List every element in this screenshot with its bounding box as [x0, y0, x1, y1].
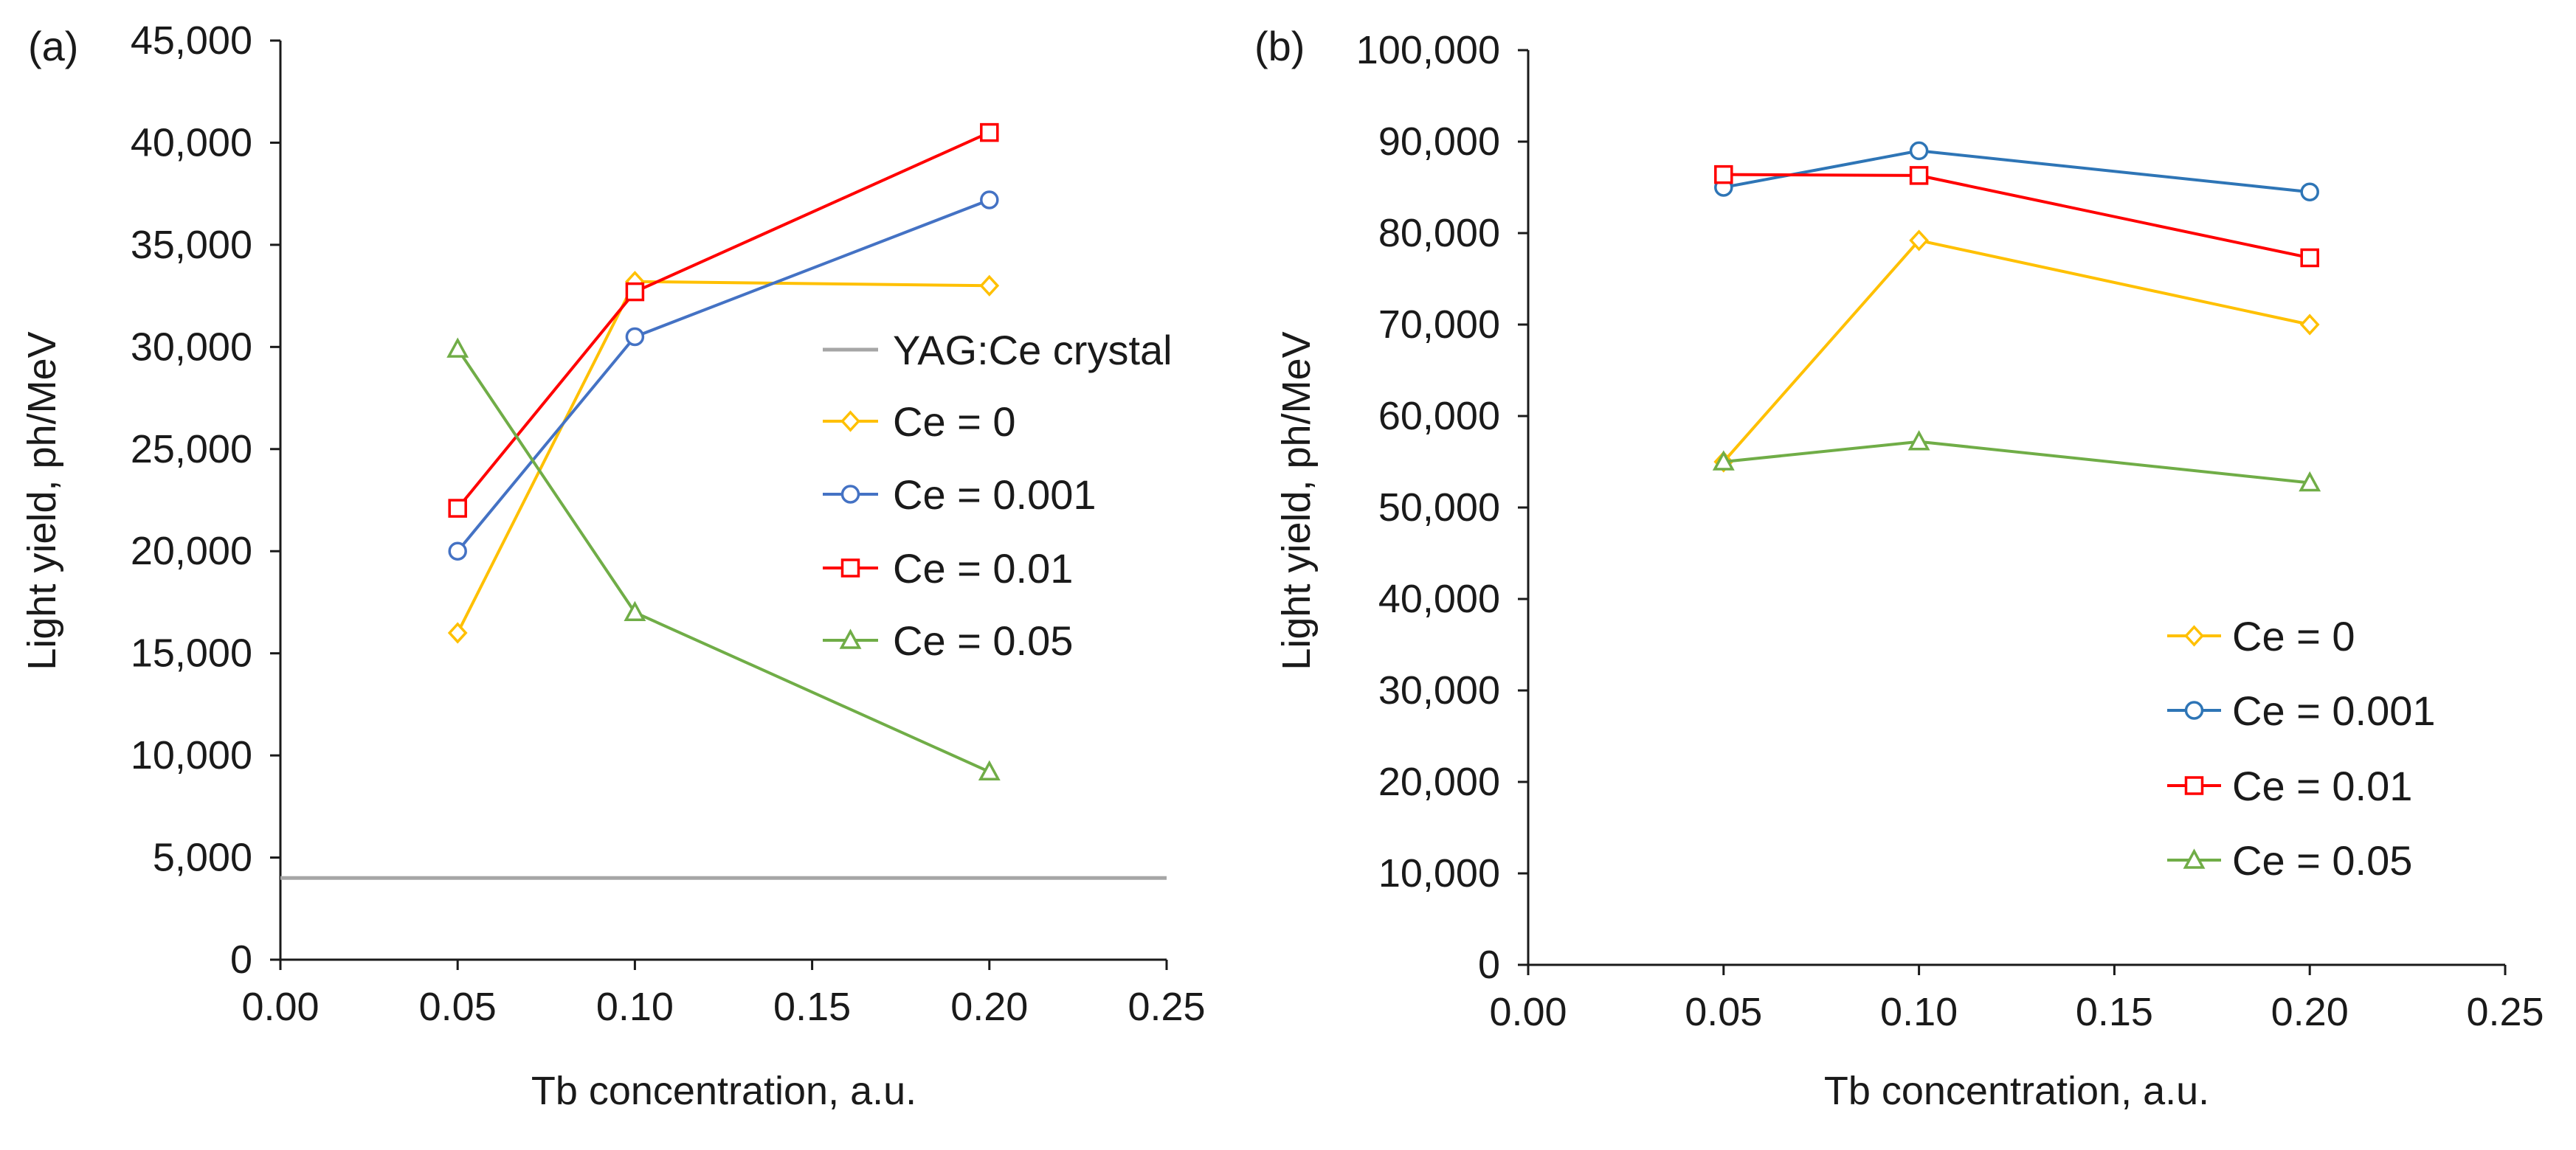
- x-tick-label: 0.20: [2271, 990, 2349, 1034]
- legend-label-series-2: Ce = 0.001: [2232, 687, 2436, 734]
- y-tick-label: 70,000: [1378, 302, 1500, 347]
- x-tick-label: 0.10: [596, 985, 674, 1029]
- legend-label-series-3: Ce = 0.01: [893, 545, 1073, 592]
- data-point-diamond: [979, 274, 1000, 297]
- y-tick-label: 35,000: [131, 223, 252, 267]
- legend-marker-circle: [840, 485, 860, 504]
- legend-label-reference: YAG:Ce crystal: [893, 327, 1173, 373]
- y-axis-title: Light yield, ph/MeV: [1274, 331, 1319, 670]
- x-tick-label: 0.20: [950, 985, 1028, 1029]
- y-tick-label: 50,000: [1378, 485, 1500, 530]
- panel-label-a: (a): [28, 23, 78, 69]
- x-tick-label: 0.15: [2076, 990, 2153, 1034]
- legend-marker-circle: [2184, 701, 2204, 720]
- legend-label-series-3: Ce = 0.01: [2232, 763, 2412, 809]
- y-tick-label: 30,000: [1378, 668, 1500, 713]
- y-tick-label: 0: [1478, 943, 1500, 987]
- data-point-circle: [980, 190, 999, 209]
- y-tick-label: 25,000: [131, 427, 252, 471]
- data-point-circle: [625, 327, 645, 347]
- data-point-circle: [2300, 182, 2319, 201]
- data-point-triangle: [624, 600, 646, 622]
- y-tick-label: 90,000: [1378, 119, 1500, 164]
- y-tick-label: 30,000: [131, 325, 252, 369]
- legend-marker-square: [2184, 776, 2204, 795]
- chart-panel-b: (b) 0 10,000 20,000 30,000 40,000 50,000 60,000…: [1254, 23, 2544, 1113]
- chart-panel-a: (a) 0 5,000 10,000 15,000 20,000 25,000 30,000 3…: [20, 18, 1206, 1113]
- y-tick-label: 80,000: [1378, 211, 1500, 255]
- x-tick-label: 0.00: [1489, 990, 1567, 1034]
- data-point-square: [1714, 164, 1733, 184]
- x-tick-label: 0.10: [1880, 990, 1958, 1034]
- data-point-circle: [448, 541, 467, 561]
- data-point-circle: [1909, 141, 1929, 161]
- legend-label-series-2: Ce = 0.001: [893, 471, 1097, 518]
- data-point-triangle: [1712, 450, 1735, 471]
- x-axis-title: Tb concentration, a.u.: [531, 1069, 916, 1113]
- legend-label-series-4: Ce = 0.05: [2232, 837, 2412, 884]
- x-tick-label: 0.05: [419, 985, 497, 1029]
- x-tick-label: 0.15: [773, 985, 851, 1029]
- legend-marker-triangle: [2183, 848, 2206, 869]
- legend-marker-triangle: [839, 628, 862, 649]
- y-tick-label: 20,000: [1378, 760, 1500, 804]
- y-tick-label: 60,000: [1378, 394, 1500, 438]
- x-tick-label: 0.05: [1685, 990, 1762, 1034]
- legend-marker-diamond: [2184, 625, 2204, 647]
- y-tick-label: 20,000: [131, 529, 252, 573]
- legend-marker-square: [840, 558, 860, 578]
- x-tick-label: 0.25: [1128, 985, 1205, 1029]
- x-tick-label: 0.25: [2466, 990, 2544, 1034]
- legend-label-series-4: Ce = 0.05: [893, 617, 1073, 664]
- data-point-triangle: [978, 760, 1001, 781]
- data-point-square: [980, 122, 999, 142]
- legend-label-series-1: Ce = 0: [893, 398, 1016, 445]
- data-point-square: [1909, 166, 1929, 185]
- data-point-diamond: [2299, 314, 2320, 336]
- y-tick-label: 0: [230, 938, 252, 982]
- panel-label-b: (b): [1254, 23, 1305, 69]
- data-point-square: [2300, 248, 2319, 268]
- y-tick-label: 45,000: [131, 18, 252, 63]
- legend-marker-diamond: [840, 410, 860, 432]
- y-tick-label: 40,000: [131, 120, 252, 164]
- x-tick-label: 0.00: [241, 985, 319, 1029]
- y-tick-label: 40,000: [1378, 577, 1500, 621]
- y-tick-label: 5,000: [153, 836, 252, 880]
- x-axis-title: Tb concentration, a.u.: [1824, 1069, 2209, 1113]
- legend-label-series-1: Ce = 0: [2232, 613, 2355, 659]
- data-point-square: [625, 282, 645, 302]
- data-point-diamond: [447, 622, 468, 644]
- y-tick-label: 15,000: [131, 631, 252, 676]
- y-tick-label: 100,000: [1356, 28, 1500, 72]
- data-point-triangle: [2299, 471, 2321, 492]
- y-axis-title: Light yield, ph/MeV: [20, 331, 64, 670]
- data-point-square: [448, 499, 467, 518]
- data-point-diamond: [1909, 229, 1929, 252]
- y-tick-label: 10,000: [1378, 851, 1500, 896]
- data-point-triangle: [446, 337, 469, 358]
- data-point-triangle: [1907, 430, 1930, 451]
- y-tick-label: 10,000: [131, 733, 252, 777]
